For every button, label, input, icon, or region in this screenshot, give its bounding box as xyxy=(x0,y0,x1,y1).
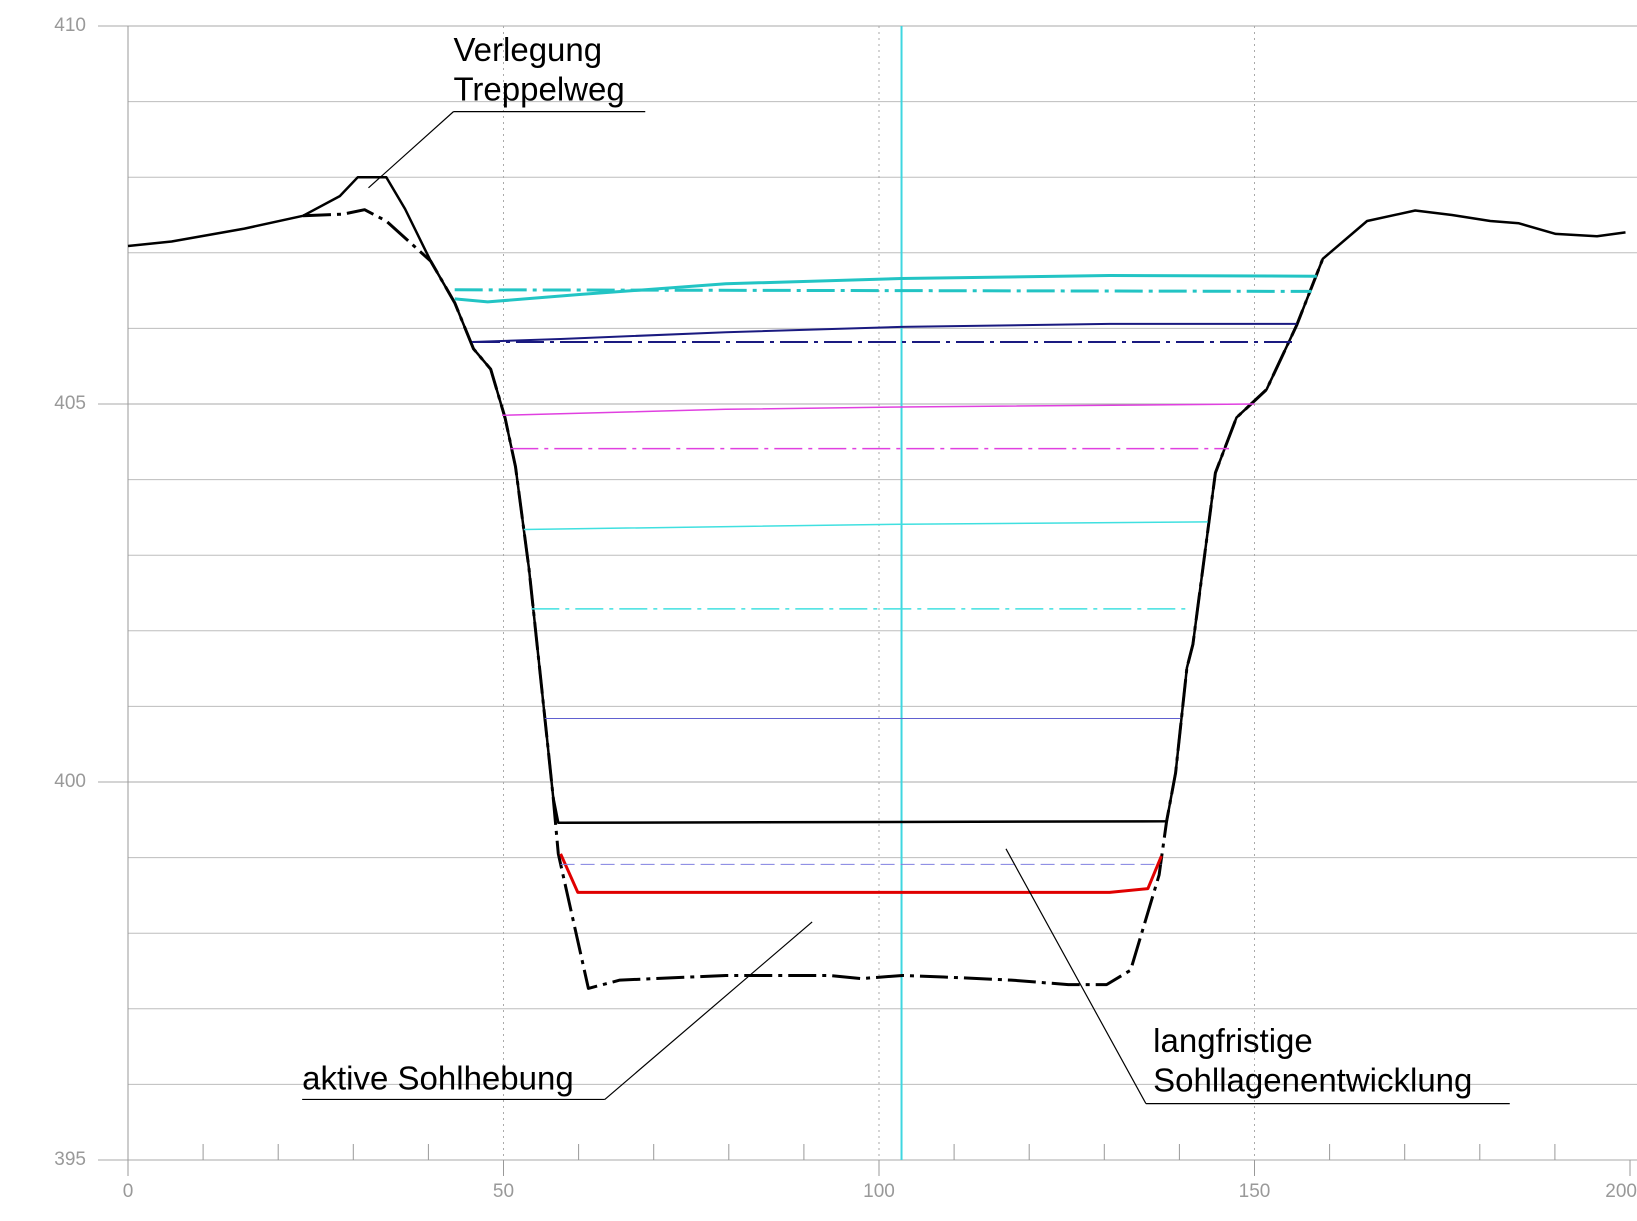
annotation-text: Verlegung xyxy=(453,31,602,68)
annotation-line xyxy=(604,921,813,1100)
profile-line xyxy=(302,208,1325,990)
x-tick-label: 200 xyxy=(1605,1181,1637,1202)
annotation-text: langfristige xyxy=(1153,1022,1313,1059)
x-tick-label: 50 xyxy=(493,1181,514,1202)
y-tick-label: 395 xyxy=(54,1149,86,1170)
annotation-text: Treppelweg xyxy=(453,71,624,108)
y-tick-label: 405 xyxy=(54,393,86,414)
annotation-text: Sohllagenentwicklung xyxy=(1153,1061,1472,1098)
x-tick-label: 100 xyxy=(863,1181,895,1202)
x-tick-label: 150 xyxy=(1239,1181,1271,1202)
profile-line xyxy=(454,288,1312,293)
profile-line xyxy=(127,175,1626,825)
profile-line xyxy=(471,322,1297,343)
y-tick-label: 410 xyxy=(54,15,86,36)
x-tick-label: 0 xyxy=(123,1181,134,1202)
profile-line xyxy=(559,853,1163,894)
profile-line xyxy=(523,521,1208,531)
annotation-line xyxy=(368,111,454,189)
profile-line xyxy=(454,274,1317,304)
profile-line xyxy=(501,403,1255,417)
y-tick-label: 400 xyxy=(54,771,86,792)
annotation-line xyxy=(1005,848,1147,1104)
annotation-text: aktive Sohlhebung xyxy=(302,1059,574,1096)
